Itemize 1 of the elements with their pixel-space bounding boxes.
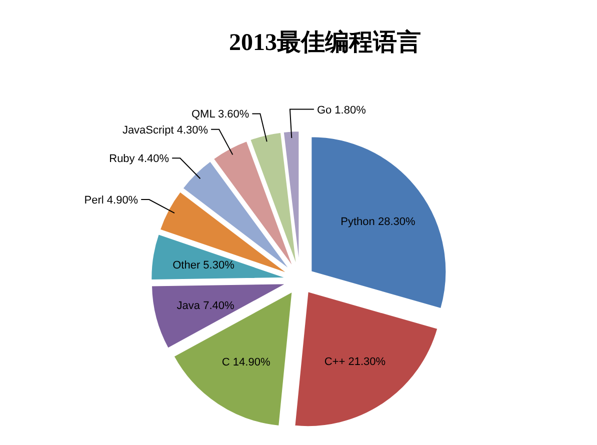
title: 2013最佳编程语言 (229, 30, 421, 56)
